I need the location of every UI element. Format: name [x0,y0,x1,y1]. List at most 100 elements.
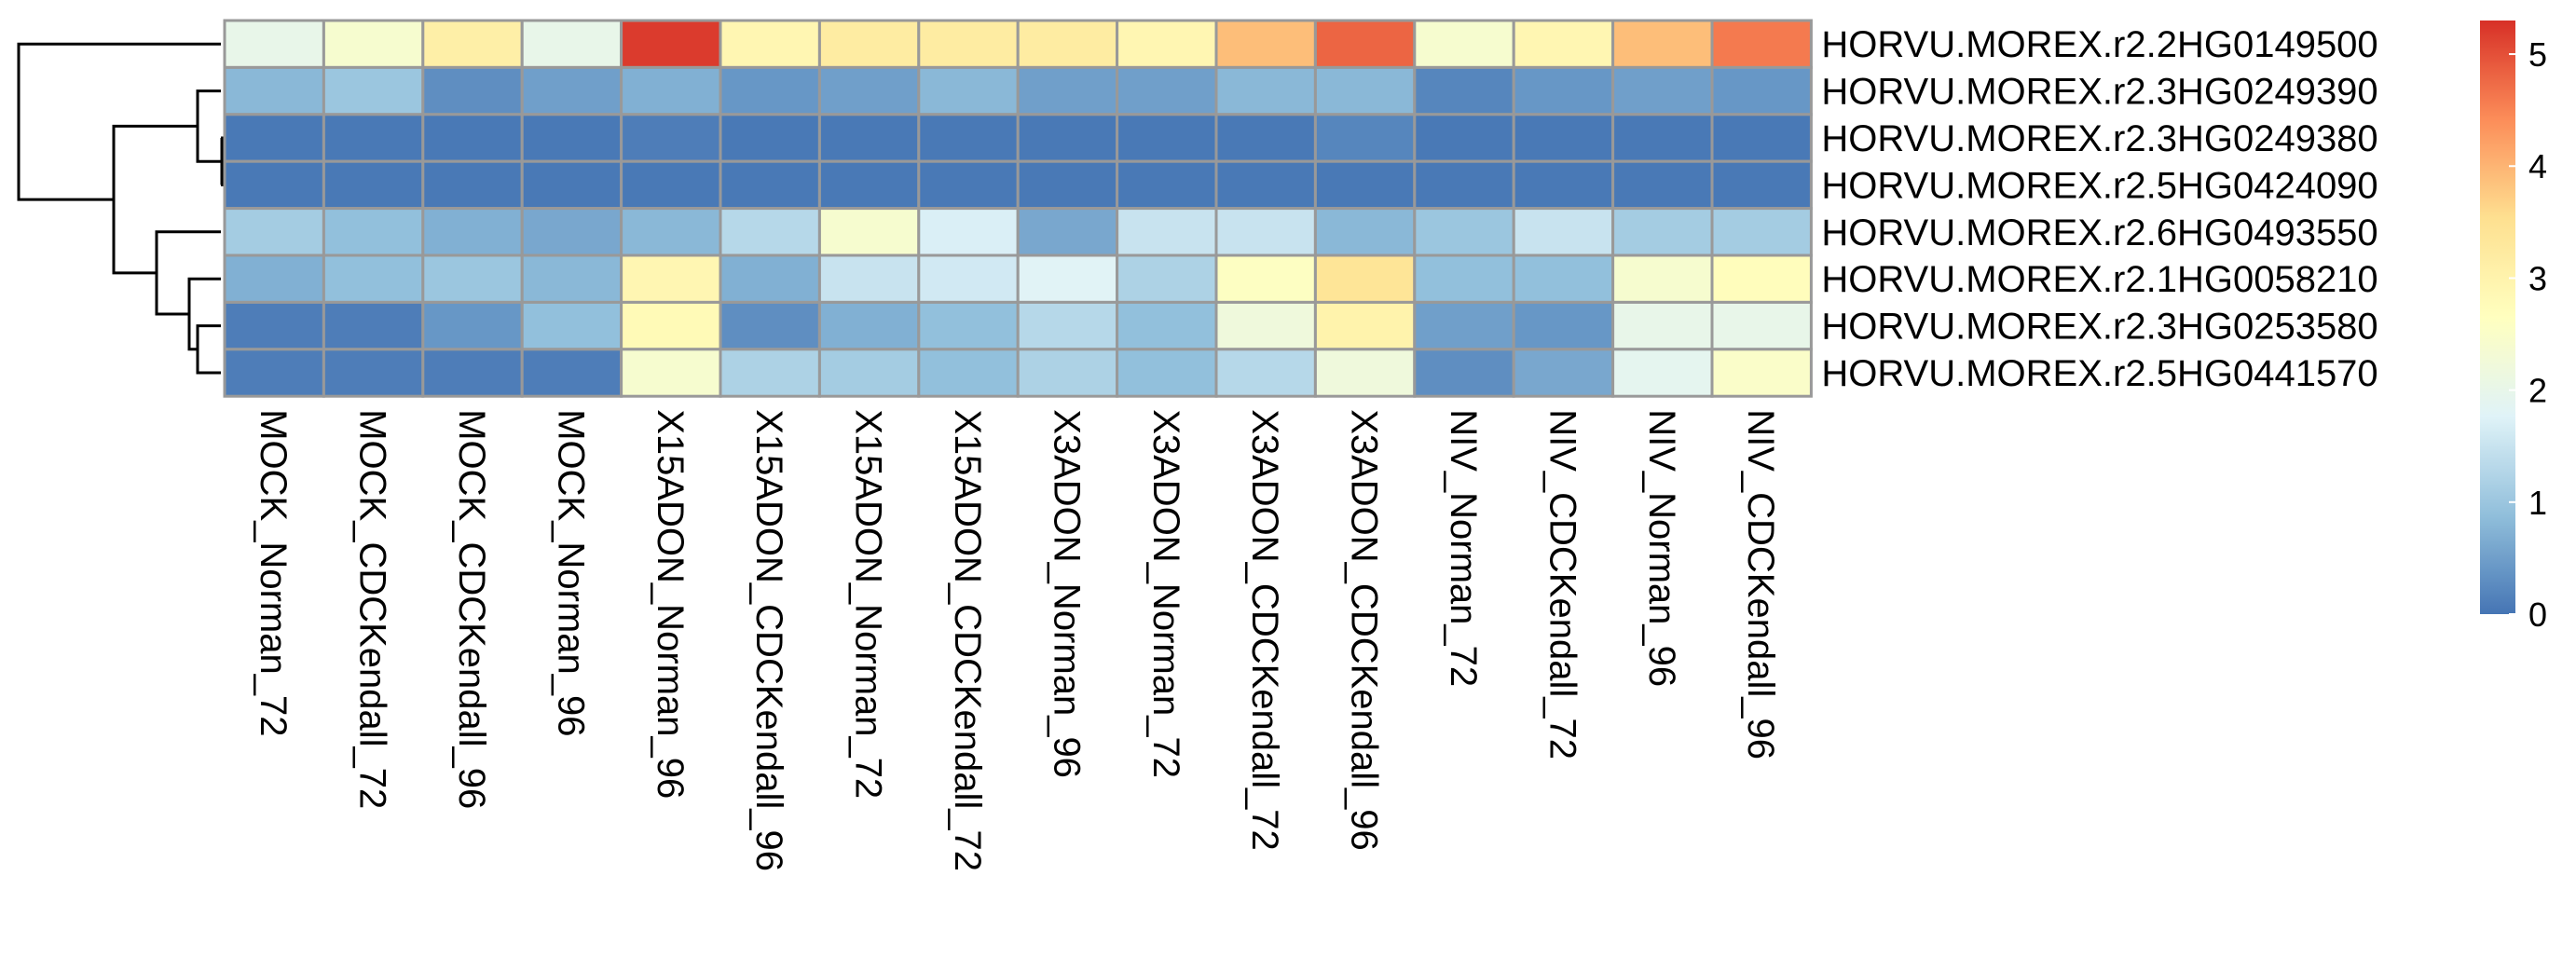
row-labels: HORVU.MOREX.r2.2HG0149500 HORVU.MOREX.r2.… [1821,24,2377,394]
heatmap-cell [223,19,325,69]
heatmap-cell [817,207,921,257]
column-label: MOCK_Norman_96 [550,409,591,736]
heatmap-cell [1116,159,1218,211]
column-labels: MOCK_Norman_72 MOCK_CDCKendall_72 MOCK_CDC… [253,409,1781,871]
heatmap-cell [1016,207,1119,257]
dendrogram-branch [196,324,221,375]
heatmap-cell [322,300,425,351]
heatmap-cell [817,300,921,351]
heatmap-cell [520,207,623,257]
column-label: NIV_Norman_72 [1443,409,1484,687]
heatmap-cell [917,19,1020,69]
heatmap-cell [1016,348,1119,398]
legend-tick-label: 3 [2528,259,2547,297]
heatmap-cell [421,159,524,211]
heatmap-cell [1413,113,1515,163]
heatmap-cell [719,65,821,116]
heatmap-cell [1413,65,1515,116]
heatmap-cell [1116,65,1218,116]
heatmap-cell [520,19,623,69]
row-dendrogram [17,42,224,375]
heatmap-cell [1313,159,1417,211]
heatmap-cells [223,19,1813,398]
heatmap-cell [520,300,623,351]
heatmap-cell [1710,207,1813,257]
heatmap-cell [322,113,425,163]
heatmap-cell [620,348,722,398]
heatmap-cell [1116,348,1218,398]
heatmap-cell [1313,207,1417,257]
heatmap-cell [520,159,623,211]
heatmap-cell [322,207,425,257]
heatmap-cell [322,159,425,211]
heatmap-cell [421,300,524,351]
column-label: X15ADON_Norman_72 [848,409,889,799]
heatmap-cell [719,159,821,211]
heatmap-cell [421,113,524,163]
heatmap-cell [1214,65,1317,116]
heatmap-cell [1016,159,1119,211]
heatmap-cell [1512,253,1615,304]
heatmap-cell [719,348,821,398]
heatmap-cell [1116,300,1218,351]
heatmap-cell [917,300,1020,351]
heatmap-cell [1313,253,1417,304]
column-label: X15ADON_Norman_96 [650,409,691,799]
heatmap-cell [1512,300,1615,351]
heatmap-cell [817,159,921,211]
column-label: NIV_Norman_96 [1641,409,1682,687]
heatmap-cell [1413,159,1515,211]
heatmap-cell [223,113,325,163]
heatmap-cell [917,253,1020,304]
heatmap-cell [421,207,524,257]
color-legend-bar [2480,21,2515,614]
row-label: HORVU.MOREX.r2.2HG0149500 [1821,24,2377,65]
heatmap-cell [520,65,623,116]
column-label: X3ADON_Norman_96 [1046,409,1087,778]
heatmap-cell [322,348,425,398]
heatmap-cell [421,65,524,116]
column-label: MOCK_Norman_72 [253,409,294,736]
heatmap-cell [1710,19,1813,69]
column-label: NIV_CDCKendall_96 [1740,409,1781,760]
heatmap-cell [1413,300,1515,351]
heatmap-cell [1313,19,1417,69]
heatmap-cell [817,19,921,69]
heatmap-cell [1214,159,1317,211]
heatmap-cell [1214,348,1317,398]
heatmap-cell [1611,253,1714,304]
heatmap-cell [817,113,921,163]
heatmap-cell [1611,207,1714,257]
heatmap-cell [620,19,722,69]
row-label: HORVU.MOREX.r2.3HG0249380 [1821,118,2377,159]
heatmap-cell [421,348,524,398]
column-label: X15ADON_CDCKendall_96 [748,409,789,871]
heatmap-cell [1016,113,1119,163]
column-label: NIV_CDCKendall_72 [1541,409,1583,760]
heatmap-cell [620,113,722,163]
heatmap-cell [917,113,1020,163]
heatmap-cell [1313,65,1417,116]
heatmap-cell [223,65,325,116]
heatmap-cell [1313,113,1417,163]
heatmap-cell [223,300,325,351]
heatmap-cell [719,113,821,163]
heatmap-cell [719,19,821,69]
heatmap-cell [620,65,722,116]
heatmap-cell [1512,113,1615,163]
heatmap-cell [1214,207,1317,257]
heatmap-cell [1214,300,1317,351]
legend-tick-label: 0 [2528,595,2547,634]
heatmap-cell [1611,348,1714,398]
heatmap-cell [1313,348,1417,398]
heatmap-cell [620,159,722,211]
heatmap-cell [817,348,921,398]
heatmap-cell [322,253,425,304]
legend-tick-label: 2 [2528,372,2547,410]
dendrogram-branch [17,42,221,201]
legend-tick-label: 1 [2528,484,2547,522]
heatmap-cell [1016,300,1119,351]
heatmap-cell [1710,159,1813,211]
heatmap-cell [1512,19,1615,69]
column-label: MOCK_CDCKendall_96 [451,409,492,809]
